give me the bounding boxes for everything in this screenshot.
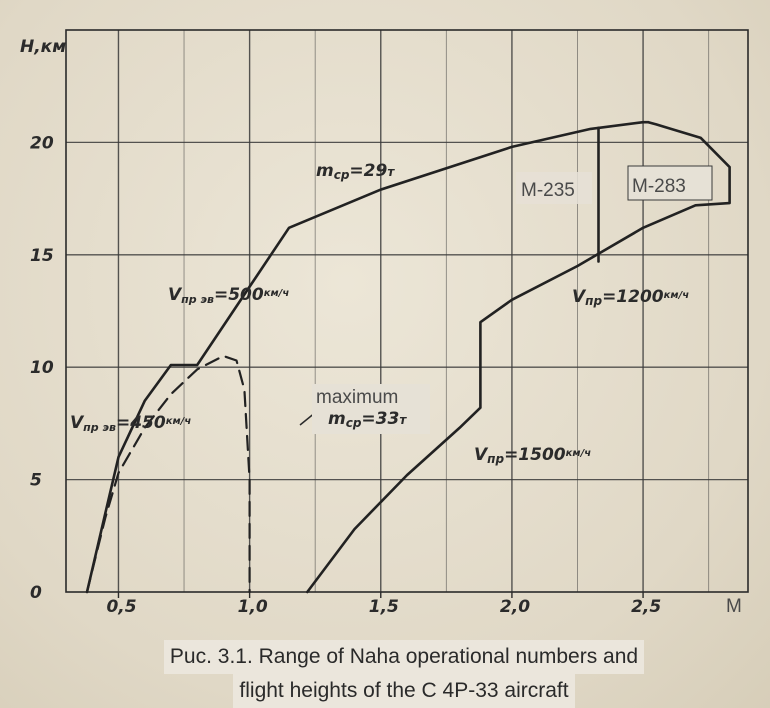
axes: 0,5 1,0 1,5 2,0 2,5 0 5 10 15 20 bbox=[30, 29, 749, 617]
annotation-symbol: m bbox=[328, 409, 346, 429]
annotation-v-1500: Vпр=1500км/ч bbox=[474, 445, 591, 466]
annotation-symbol: V bbox=[70, 413, 85, 433]
annotation-symbol: m bbox=[316, 161, 334, 181]
annotation-v-450: Vпр эв=450км/ч bbox=[70, 413, 191, 434]
x-tick-label: 2,0 bbox=[500, 597, 530, 617]
overlay-box-m235 bbox=[516, 172, 592, 204]
figure-caption: Puc. 3.1. Range of Naha operational numb… bbox=[62, 640, 746, 708]
annotation-value: =1500 bbox=[504, 445, 566, 465]
annotation-value: =450 bbox=[116, 413, 166, 433]
overlay-label-m235: M-235 bbox=[521, 180, 575, 201]
svg-text:Vпр=1500км/ч: Vпр=1500км/ч bbox=[474, 445, 591, 466]
annotation-unit: км/ч bbox=[264, 288, 290, 299]
series-line-2 bbox=[306, 120, 731, 594]
annotation-subscript: пр эв bbox=[181, 293, 214, 306]
series-line-1 bbox=[85, 354, 251, 594]
annotation-subscript: ср bbox=[334, 168, 350, 182]
annotation-symbol: V bbox=[572, 287, 587, 307]
curves bbox=[85, 120, 731, 594]
overlay-box-maximum bbox=[312, 384, 430, 434]
svg-text:Vпр эв=450км/ч: Vпр эв=450км/ч bbox=[70, 413, 191, 434]
annotation-unit: км/ч bbox=[664, 290, 690, 301]
y-tick-label: 0 bbox=[30, 583, 42, 603]
annotation-subscript: пр bbox=[487, 452, 504, 466]
caption-line-1: Puc. 3.1. Range of Naha operational numb… bbox=[163, 640, 645, 674]
y-tick-label: 15 bbox=[30, 246, 54, 266]
x-axis-label: M bbox=[726, 596, 742, 617]
annotation-unit: км/ч bbox=[566, 448, 592, 459]
annotation-value: =29 bbox=[349, 161, 387, 181]
annotation-value: =1200 bbox=[602, 287, 664, 307]
annotation-mass-29: mср=29т bbox=[316, 161, 395, 182]
svg-text:mср=33т: mср=33т bbox=[328, 409, 407, 430]
annotation-subscript: пр эв bbox=[83, 421, 116, 434]
overlay-box-m283 bbox=[627, 165, 713, 201]
svg-text:Vпр=1200км/ч: Vпр=1200км/ч bbox=[572, 287, 689, 308]
annotation-symbol: V bbox=[168, 285, 183, 305]
caption-line-2: flight heights of the C 4P-33 aircraft bbox=[233, 674, 575, 708]
y-tick-label: 10 bbox=[30, 358, 54, 378]
grid bbox=[66, 30, 748, 592]
y-tick-label: 20 bbox=[30, 133, 54, 153]
annotation-subscript: пр bbox=[585, 294, 602, 308]
annotation-unit: т bbox=[387, 165, 395, 179]
x-tick-label: 2,5 bbox=[631, 597, 661, 617]
annotation-symbol: V bbox=[474, 445, 489, 465]
x-tick-label: 0,5 bbox=[106, 597, 136, 617]
svg-text:mср=29т: mср=29т bbox=[316, 161, 395, 182]
y-axis-label: H,км bbox=[20, 37, 66, 57]
overlay-label-maximum: maximum bbox=[316, 387, 398, 408]
annotation-value: =500 bbox=[214, 285, 264, 305]
annotation-value: =33 bbox=[361, 409, 399, 429]
annotation-unit: км/ч bbox=[166, 416, 192, 427]
annotation-mass-33: mср=33т bbox=[328, 409, 407, 430]
annotation-unit: т bbox=[399, 413, 407, 427]
svg-text:Vпр эв=500км/ч: Vпр эв=500км/ч bbox=[168, 285, 289, 306]
annotation-subscript: ср bbox=[346, 416, 362, 430]
plot-frame bbox=[65, 29, 749, 593]
annotation-v-1200: Vпр=1200км/ч bbox=[572, 287, 689, 308]
y-tick-label: 5 bbox=[30, 471, 42, 491]
x-tick-label: 1,0 bbox=[238, 597, 268, 617]
annotation-v-500: Vпр эв=500км/ч bbox=[168, 285, 289, 306]
x-tick-label: 1,5 bbox=[369, 597, 399, 617]
overlay-label-m283: M-283 bbox=[632, 176, 686, 197]
